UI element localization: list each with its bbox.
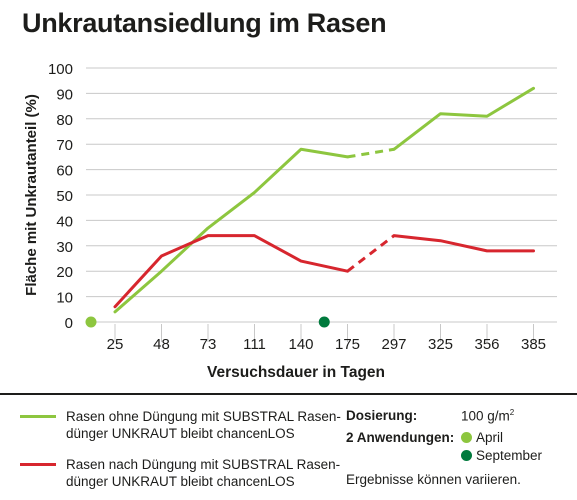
results-note: Ergebnisse können variieren. bbox=[346, 472, 521, 487]
y-tick-label: 80 bbox=[56, 112, 73, 129]
september-dot-icon bbox=[461, 450, 472, 461]
line-chart: 0 10 20 30 40 50 60 70 80 90 100 25 48 73 111 140 175 29… bbox=[23, 61, 557, 381]
september-label: September bbox=[476, 448, 543, 463]
x-axis-label: Versuchsdauer in Tagen bbox=[207, 364, 385, 381]
anwendungen-label: 2 Anwendungen: bbox=[346, 430, 455, 445]
x-tick-label: 356 bbox=[474, 336, 499, 353]
legend-red-line2: dünger UNKRAUT bleibt chancenLOS bbox=[66, 474, 295, 489]
chart-title: Unkrautansiedlung im Rasen bbox=[22, 8, 387, 38]
x-tick-label: 325 bbox=[428, 336, 453, 353]
x-tick-label: 25 bbox=[107, 336, 124, 353]
april-label: April bbox=[476, 430, 504, 445]
legend-swatch-green bbox=[20, 415, 56, 418]
y-tick-label: 50 bbox=[56, 188, 73, 205]
legend-label-red: Rasen nach Düngung mit SUBSTRAL Rasen- d… bbox=[66, 456, 356, 490]
x-tick-label: 73 bbox=[200, 336, 217, 353]
dosierung-label: Dosierung: bbox=[346, 408, 418, 423]
series-green-line-b bbox=[392, 86, 535, 151]
x-tick-label: 140 bbox=[288, 336, 313, 353]
x-tick-label: 385 bbox=[521, 336, 546, 353]
series-red-line-b bbox=[392, 234, 535, 253]
legend-label-green: Rasen ohne Düngung mit SUBSTRAL Rasen- d… bbox=[66, 408, 356, 442]
y-tick-label: 100 bbox=[48, 61, 73, 78]
legend-divider bbox=[0, 393, 577, 395]
y-tick-label: 10 bbox=[56, 290, 73, 307]
legend-item-green: Rasen ohne Düngung mit SUBSTRAL Rasen- d… bbox=[20, 408, 356, 442]
y-tick-label: 70 bbox=[56, 137, 73, 154]
series-green-line-a bbox=[113, 147, 349, 314]
series-red-dashed-segment bbox=[346, 234, 395, 273]
y-tick-label: 60 bbox=[56, 163, 73, 180]
legend-red-line1: Rasen nach Düngung mit SUBSTRAL Rasen- bbox=[66, 457, 341, 472]
legend-green-line2: dünger UNKRAUT bleibt chancenLOS bbox=[66, 426, 295, 441]
y-tick-label: 30 bbox=[56, 239, 73, 256]
application-marker-september bbox=[318, 316, 330, 328]
april-dot-icon bbox=[461, 432, 472, 443]
y-tick-label: 0 bbox=[65, 315, 73, 332]
legend-item-red: Rasen nach Düngung mit SUBSTRAL Rasen- d… bbox=[20, 456, 356, 490]
y-tick-label: 20 bbox=[56, 264, 73, 281]
y-axis-label: Fläche mit Unkrautanteil (%) bbox=[23, 94, 40, 296]
x-tick-label: 48 bbox=[153, 336, 170, 353]
legend-green-line1: Rasen ohne Düngung mit SUBSTRAL Rasen- bbox=[66, 409, 341, 424]
series-green-dashed-segment bbox=[347, 147, 395, 159]
legend-swatch-red bbox=[20, 463, 56, 466]
application-marker-april bbox=[85, 316, 97, 328]
x-tick-label: 111 bbox=[243, 336, 266, 353]
series-red-line-a bbox=[113, 234, 349, 309]
dosierung-amount: 100 g/m bbox=[461, 408, 510, 424]
dosierung-value: 100 g/m2 bbox=[461, 408, 514, 424]
x-tick-label: 297 bbox=[381, 336, 406, 353]
y-tick-label: 40 bbox=[56, 213, 73, 230]
x-tick-label: 175 bbox=[335, 336, 360, 353]
dosierung-unit-sup: 2 bbox=[509, 408, 515, 417]
y-tick-label: 90 bbox=[56, 86, 73, 103]
